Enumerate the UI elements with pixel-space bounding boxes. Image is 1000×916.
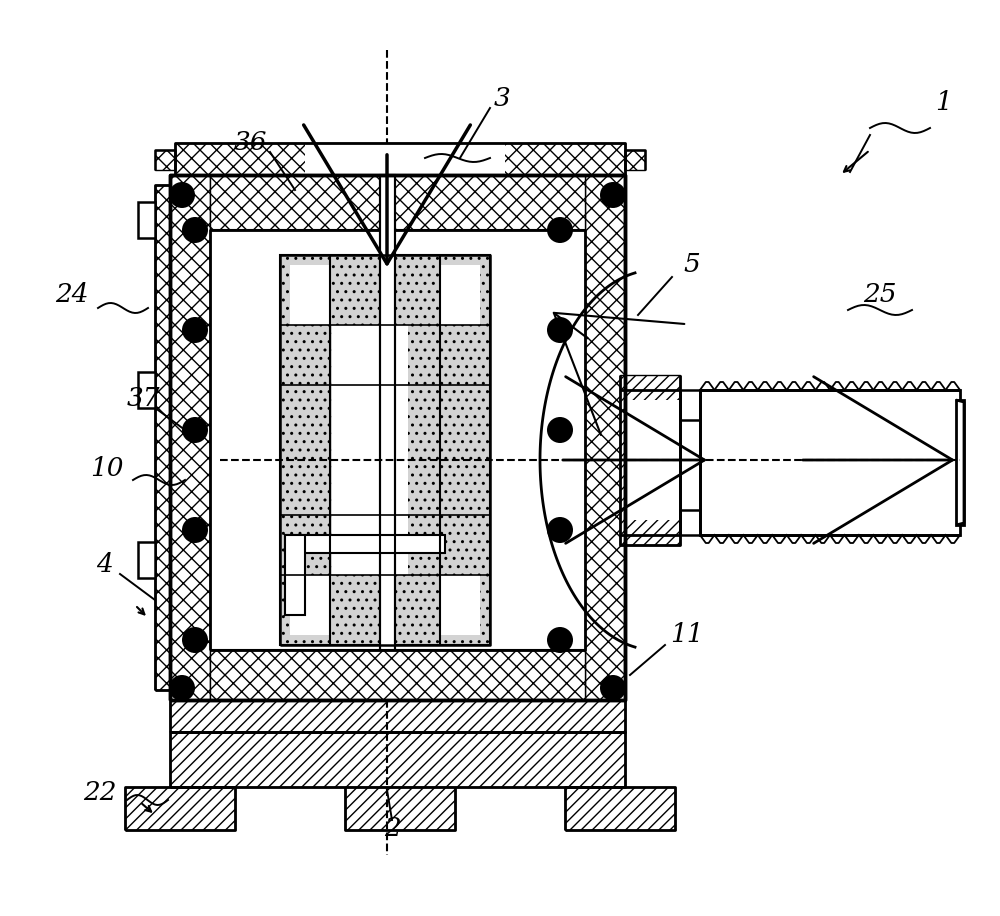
Text: 5: 5 <box>684 253 700 278</box>
Circle shape <box>547 517 573 543</box>
Bar <box>625 400 680 520</box>
Bar <box>210 175 585 230</box>
Bar <box>175 143 625 175</box>
Bar <box>956 400 964 525</box>
Text: 24: 24 <box>55 282 89 308</box>
Text: 10: 10 <box>90 455 124 481</box>
Circle shape <box>547 417 573 443</box>
Circle shape <box>547 317 573 343</box>
Text: 37: 37 <box>126 386 160 410</box>
Bar <box>290 575 330 635</box>
Circle shape <box>182 217 208 243</box>
Bar <box>440 265 480 325</box>
Circle shape <box>600 675 626 701</box>
Text: 22: 22 <box>83 780 117 804</box>
Bar <box>280 255 490 645</box>
Bar <box>170 700 625 732</box>
Bar <box>138 542 155 578</box>
Bar <box>585 175 625 700</box>
Bar <box>380 175 395 650</box>
Circle shape <box>182 317 208 343</box>
Circle shape <box>182 517 208 543</box>
Bar <box>170 175 625 700</box>
Bar <box>440 575 480 635</box>
Bar <box>680 510 700 535</box>
Circle shape <box>182 627 208 653</box>
Circle shape <box>600 182 626 208</box>
Text: 25: 25 <box>863 282 897 308</box>
Bar <box>305 143 505 175</box>
Text: 36: 36 <box>233 129 267 155</box>
Bar <box>210 650 585 700</box>
Circle shape <box>547 217 573 243</box>
Bar <box>565 787 675 830</box>
Bar <box>155 185 170 690</box>
Bar <box>285 535 305 615</box>
Circle shape <box>169 675 195 701</box>
Text: 2: 2 <box>384 815 400 841</box>
Bar <box>345 787 455 830</box>
Bar <box>290 265 330 325</box>
Bar <box>285 535 445 553</box>
Bar <box>332 325 408 575</box>
Bar <box>138 202 155 238</box>
Bar <box>138 372 155 408</box>
Text: 4: 4 <box>96 551 112 576</box>
Bar <box>700 390 960 535</box>
Text: 11: 11 <box>670 623 704 648</box>
Circle shape <box>169 182 195 208</box>
Bar <box>620 375 680 545</box>
Circle shape <box>547 627 573 653</box>
Bar <box>680 390 700 420</box>
Circle shape <box>182 417 208 443</box>
Bar <box>170 175 210 700</box>
Bar <box>155 150 175 170</box>
Bar <box>170 175 625 700</box>
Bar <box>170 732 625 787</box>
Bar <box>125 787 235 830</box>
Text: 1: 1 <box>936 90 952 114</box>
Text: 3: 3 <box>494 85 510 111</box>
Bar <box>625 150 645 170</box>
